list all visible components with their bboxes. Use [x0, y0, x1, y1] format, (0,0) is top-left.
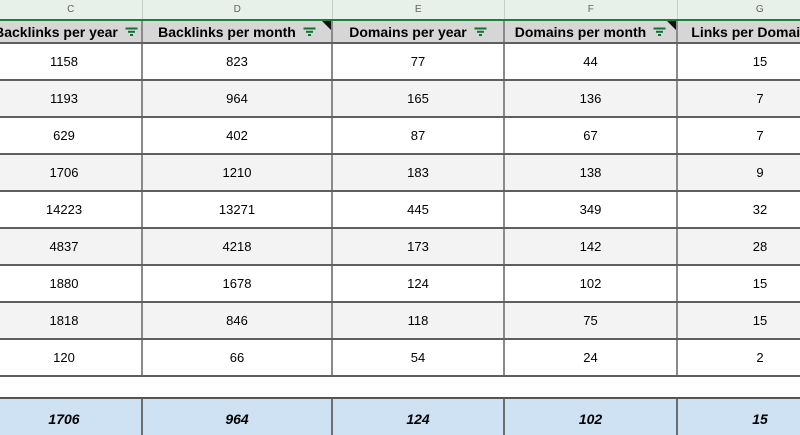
cell[interactable]: 9 — [756, 165, 764, 180]
header-cell-domains-per-month[interactable]: Domains per month — [505, 21, 678, 42]
cell[interactable]: 142 — [505, 229, 678, 264]
header-label: Backlinks per month — [158, 23, 296, 40]
header-cell-backlinks-per-month[interactable]: Backlinks per month — [143, 21, 333, 42]
header-cell-domains-per-year[interactable]: Domains per year — [333, 21, 505, 42]
corner-marker — [322, 21, 331, 30]
summary-cell[interactable]: 124 — [333, 399, 505, 435]
column-header-e[interactable]: E — [333, 0, 505, 19]
header-cell-backlinks-per-year[interactable]: Backlinks per year — [0, 21, 143, 42]
filter-icon[interactable] — [303, 27, 316, 37]
cell[interactable]: 1193 — [0, 81, 143, 116]
cell[interactable]: 1678 — [143, 266, 333, 301]
column-header-d[interactable]: D — [143, 0, 333, 19]
cell[interactable]: 823 — [143, 44, 333, 79]
cell[interactable]: 66 — [143, 340, 333, 375]
cell[interactable]: 118 — [333, 303, 505, 338]
cell[interactable]: 1818 — [0, 303, 143, 338]
header-label: Domains per month — [514, 23, 647, 40]
cell[interactable]: 77 — [333, 44, 505, 79]
cell[interactable]: 32 — [752, 202, 768, 217]
cell[interactable]: 54 — [333, 340, 505, 375]
header-label: Links per Domain — [691, 23, 800, 40]
cell[interactable]: 75 — [505, 303, 678, 338]
corner-marker — [667, 21, 676, 30]
table-row: 629 402 87 67 7 — [0, 118, 800, 155]
cell[interactable]: 15 — [752, 54, 768, 69]
filter-icon[interactable] — [474, 27, 487, 37]
cell[interactable]: 165 — [333, 81, 505, 116]
cell[interactable]: 15 — [752, 313, 768, 328]
header-label: Domains per year — [349, 23, 467, 40]
cell[interactable]: 846 — [143, 303, 333, 338]
cell[interactable]: 67 — [505, 118, 678, 153]
cell[interactable]: 445 — [333, 192, 505, 227]
cell[interactable]: 14223 — [0, 192, 143, 227]
cell[interactable]: 349 — [505, 192, 678, 227]
summary-cell[interactable]: 964 — [143, 399, 333, 435]
cell[interactable]: 173 — [333, 229, 505, 264]
cell[interactable]: 136 — [505, 81, 678, 116]
cell[interactable]: 7 — [756, 91, 764, 106]
table-row: 120 66 54 24 2 — [0, 340, 800, 377]
cell[interactable]: 4837 — [0, 229, 143, 264]
table-row: 1158 823 77 44 15 — [0, 44, 800, 81]
summary-row: 1706 964 124 102 15 — [0, 399, 800, 435]
table-row: 1706 1210 183 138 9 — [0, 155, 800, 192]
table-row: 1880 1678 124 102 15 — [0, 266, 800, 303]
cell[interactable]: 183 — [333, 155, 505, 190]
cell[interactable]: 102 — [505, 266, 678, 301]
cell[interactable]: 87 — [333, 118, 505, 153]
header-label: Backlinks per year — [0, 23, 118, 40]
cell[interactable]: 13271 — [143, 192, 333, 227]
cell[interactable]: 44 — [505, 44, 678, 79]
cell[interactable]: 402 — [143, 118, 333, 153]
summary-cell[interactable]: 1706 — [0, 399, 143, 435]
cell[interactable]: 7 — [756, 128, 764, 143]
header-cell-links-per-domain[interactable]: Links per Domain — [678, 21, 800, 42]
cell[interactable]: 28 — [752, 239, 768, 254]
cell[interactable]: 629 — [0, 118, 143, 153]
cell[interactable]: 120 — [0, 340, 143, 375]
table-row: 1193 964 165 136 7 — [0, 81, 800, 118]
column-header-c[interactable]: C — [0, 0, 143, 19]
table-row: 4837 4218 173 142 28 — [0, 229, 800, 266]
cell[interactable]: 2 — [756, 350, 764, 365]
column-header-g[interactable]: G — [755, 4, 765, 15]
cell[interactable]: 4218 — [143, 229, 333, 264]
filter-icon[interactable] — [125, 27, 138, 37]
cell[interactable]: 24 — [505, 340, 678, 375]
cell[interactable]: 138 — [505, 155, 678, 190]
cell[interactable]: 1210 — [143, 155, 333, 190]
cell[interactable]: 1880 — [0, 266, 143, 301]
filter-icon[interactable] — [653, 27, 666, 37]
cell[interactable]: 1158 — [0, 44, 143, 79]
summary-cell[interactable]: 102 — [505, 399, 678, 435]
column-header-f[interactable]: F — [505, 0, 678, 19]
cell[interactable]: 124 — [333, 266, 505, 301]
table-row: 14223 13271 445 349 32 — [0, 192, 800, 229]
summary-cell[interactable]: 15 — [752, 411, 768, 427]
cell[interactable]: 1706 — [0, 155, 143, 190]
cell[interactable]: 964 — [143, 81, 333, 116]
column-letters-row: C D E F G — [0, 0, 800, 21]
table-header-row: Backlinks per year Backlinks per month D… — [0, 21, 800, 44]
table-row: 1818 846 118 75 15 — [0, 303, 800, 340]
cell[interactable]: 15 — [752, 276, 768, 291]
empty-row[interactable] — [0, 377, 800, 399]
